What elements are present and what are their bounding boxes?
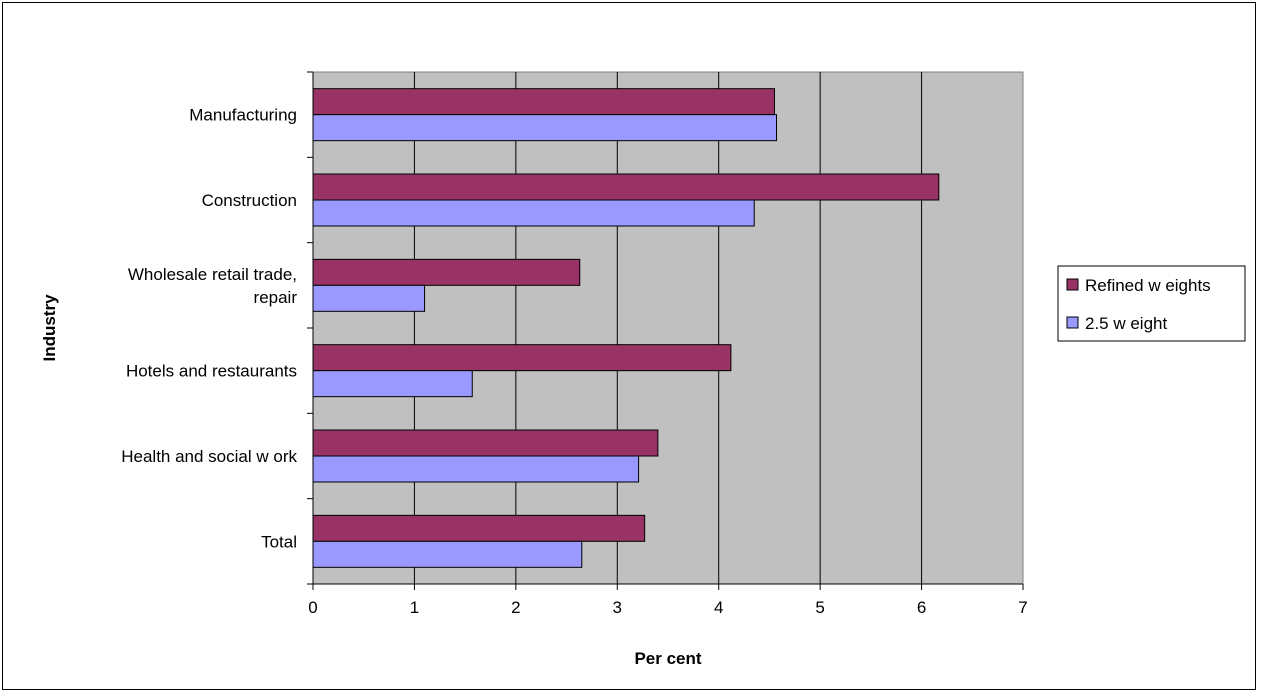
bar-2-5-weight	[312, 540, 583, 568]
x-tick-label: 5	[815, 598, 824, 617]
x-axis-title: Per cent	[634, 649, 701, 668]
x-tick-label: 6	[917, 598, 926, 617]
y-tick-label: Health and social w ork	[121, 447, 297, 466]
legend-swatch-refined-weights	[1066, 278, 1079, 291]
bar-2-5-weight	[312, 370, 473, 398]
y-tick-label: Manufacturing	[189, 106, 297, 125]
x-tick-label: 3	[613, 598, 622, 617]
bar-2-5-weight	[312, 455, 640, 483]
y-tick-label: Hotels and restaurants	[126, 362, 297, 381]
bar-refined-weights	[312, 173, 940, 201]
bar-refined-weights	[312, 258, 581, 286]
gridlines	[413, 72, 923, 584]
bars	[312, 88, 940, 568]
bar-2-5-weight	[312, 284, 426, 312]
bar-2-5-weight	[312, 114, 778, 142]
y-tick-label: Wholesale retail trade,	[128, 265, 297, 284]
x-tick-label: 7	[1018, 598, 1027, 617]
y-axis-title: Industry	[40, 294, 59, 362]
y-tick-label: Construction	[202, 191, 297, 210]
x-tick-label: 0	[308, 598, 317, 617]
axes	[307, 71, 1024, 590]
y-tick-label: Total	[261, 532, 297, 551]
plot-area	[312, 71, 1024, 585]
x-tick-label: 4	[714, 598, 723, 617]
bar-refined-weights	[312, 429, 659, 457]
bar-refined-weights	[312, 88, 775, 116]
x-tick-labels: 0 1 2 3 4 5 6 7	[308, 598, 1027, 617]
legend-label-refined-weights: Refined w eights	[1085, 276, 1211, 295]
x-tick-label: 1	[410, 598, 419, 617]
x-tick-label: 2	[511, 598, 520, 617]
legend-box	[1057, 265, 1246, 342]
bar-refined-weights	[312, 514, 646, 542]
legend: Refined w eights 2.5 w eight	[1057, 265, 1246, 342]
legend-label-2-5-weight: 2.5 w eight	[1085, 314, 1167, 333]
bar-refined-weights	[312, 344, 732, 372]
y-tick-labels: Manufacturing Construction Wholesale retai…	[121, 106, 297, 552]
y-tick-label: repair	[254, 288, 298, 307]
bar-2-5-weight	[312, 199, 755, 227]
legend-swatch-2-5-weight	[1066, 316, 1079, 329]
